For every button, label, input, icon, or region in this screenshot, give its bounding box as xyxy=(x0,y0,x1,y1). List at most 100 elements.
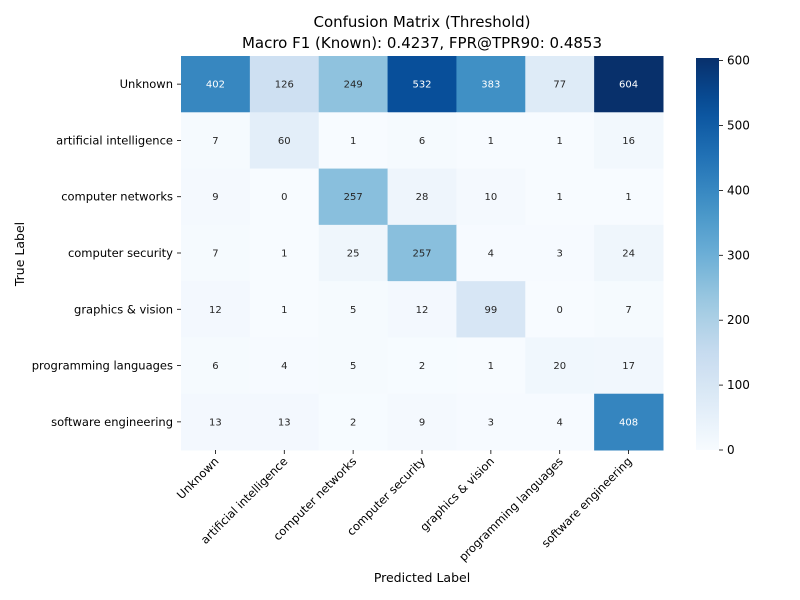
cell-value-label: 24 xyxy=(622,249,635,260)
heatmap-cell xyxy=(456,56,526,113)
cell-value-label: 20 xyxy=(553,361,566,372)
cell-value-label: 1 xyxy=(557,136,563,147)
heatmap-cell xyxy=(594,56,664,113)
heatmap-cell xyxy=(525,56,595,113)
heatmap-cell xyxy=(387,337,457,395)
cell-value-label: 60 xyxy=(278,136,291,147)
heatmap-cell xyxy=(387,393,457,451)
x-axis-label: Predicted Label xyxy=(374,570,470,585)
heatmap-cell xyxy=(594,224,664,282)
cell-value-label: 1 xyxy=(625,192,631,203)
heatmap-cell xyxy=(318,393,389,451)
heatmap-cell xyxy=(525,281,595,338)
heatmap-cell xyxy=(181,393,251,451)
cell-value-label: 532 xyxy=(412,80,431,91)
y-tick-label: computer security xyxy=(68,246,173,260)
cell-value-label: 25 xyxy=(347,249,360,260)
heatmap-cell xyxy=(387,168,457,226)
heatmap-cell xyxy=(181,112,251,170)
chart-subtitle: Macro F1 (Known): 0.4237, FPR@TPR90: 0.4… xyxy=(242,34,602,52)
heatmap-cell xyxy=(387,112,457,170)
cell-value-label: 28 xyxy=(416,192,429,203)
y-tick-label: software engineering xyxy=(51,415,173,429)
heatmap-cell xyxy=(525,168,595,226)
cell-value-label: 7 xyxy=(625,305,631,316)
cell-value-label: 13 xyxy=(278,417,291,428)
heatmap-cell xyxy=(594,168,664,226)
colorbar-tick-label: 100 xyxy=(727,378,750,392)
cell-value-label: 604 xyxy=(619,80,638,91)
colorbar xyxy=(696,58,719,450)
cell-value-label: 6 xyxy=(212,361,218,372)
cell-value-label: 7 xyxy=(212,136,218,147)
heatmap-cell xyxy=(525,393,595,451)
heatmap-cell xyxy=(249,56,320,113)
heatmap-cell xyxy=(318,224,389,282)
heatmap-cell xyxy=(181,168,251,226)
cell-value-label: 126 xyxy=(275,80,294,91)
heatmap-cell xyxy=(249,337,320,395)
cell-value-label: 2 xyxy=(419,361,425,372)
cell-value-label: 0 xyxy=(557,305,563,316)
cell-value-label: 12 xyxy=(209,305,222,316)
cell-value-label: 408 xyxy=(619,417,638,428)
cell-value-label: 4 xyxy=(281,361,287,372)
cell-value-label: 2 xyxy=(350,417,356,428)
heatmap-cell xyxy=(525,224,595,282)
heatmap-cell xyxy=(318,168,389,226)
cell-value-label: 99 xyxy=(484,305,497,316)
y-axis-label: True Label xyxy=(12,222,27,287)
heatmap-cell xyxy=(387,56,457,113)
heatmap-cell xyxy=(318,56,389,113)
heatmap-cell xyxy=(181,56,251,113)
heatmap-cell xyxy=(456,393,526,451)
cell-value-label: 249 xyxy=(344,80,363,91)
cell-value-label: 5 xyxy=(350,305,356,316)
cell-value-label: 1 xyxy=(281,249,287,260)
heatmap-cells xyxy=(181,56,664,451)
heatmap-cell xyxy=(594,281,664,338)
cell-value-label: 1 xyxy=(488,361,494,372)
heatmap-cell xyxy=(318,337,389,395)
y-axis-ticks: Unknown artificial intelligence computer n… xyxy=(32,77,181,429)
heatmap-cell xyxy=(249,112,320,170)
cell-value-label: 13 xyxy=(209,417,222,428)
cell-value-label: 257 xyxy=(412,249,431,260)
heatmap-cell xyxy=(456,168,526,226)
cell-value-label: 17 xyxy=(622,361,635,372)
heatmap-cell xyxy=(594,112,664,170)
heatmap-cell xyxy=(249,224,320,282)
colorbar-tick-label: 400 xyxy=(727,183,750,197)
heatmap-cell xyxy=(181,281,251,338)
heatmap-cell xyxy=(249,393,320,451)
cell-value-label: 383 xyxy=(481,80,500,91)
heatmap-cell xyxy=(525,112,595,170)
cell-value-label: 9 xyxy=(419,417,425,428)
heatmap-cell xyxy=(181,224,251,282)
heatmap-cell xyxy=(249,168,320,226)
heatmap-cell xyxy=(456,337,526,395)
cell-value-label: 10 xyxy=(484,192,497,203)
heatmap-cell xyxy=(387,224,457,282)
cell-value-label: 3 xyxy=(488,417,494,428)
cell-value-label: 5 xyxy=(350,361,356,372)
heatmap-cell xyxy=(318,112,389,170)
y-tick-label: artificial intelligence xyxy=(56,133,173,147)
cell-value-label: 4 xyxy=(557,417,563,428)
heatmap-cell xyxy=(249,281,320,338)
cell-value-label: 1 xyxy=(350,136,356,147)
cell-value-label: 6 xyxy=(419,136,425,147)
chart-title: Confusion Matrix (Threshold) xyxy=(313,13,530,31)
cell-value-label: 1 xyxy=(281,305,287,316)
cell-value-label: 9 xyxy=(212,192,218,203)
colorbar-tick-label: 600 xyxy=(727,54,750,68)
colorbar-ticks: 0 100 200 300 400 500 600 xyxy=(719,54,750,457)
colorbar-tick-label: 200 xyxy=(727,313,750,327)
heatmap-cell xyxy=(456,281,526,338)
cell-value-label: 77 xyxy=(553,80,566,91)
heatmap-cell xyxy=(525,337,595,395)
x-tick-label: graphics & vision xyxy=(417,454,497,534)
heatmap-cell xyxy=(594,337,664,395)
